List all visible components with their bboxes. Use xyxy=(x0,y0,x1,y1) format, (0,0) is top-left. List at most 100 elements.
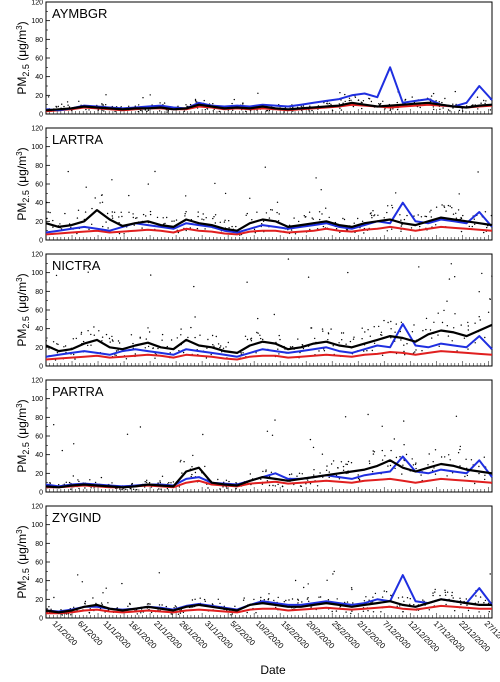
observed-point xyxy=(101,194,103,196)
observed-point xyxy=(120,106,122,108)
observed-point xyxy=(262,338,264,341)
observed-point xyxy=(328,216,330,219)
observed-point xyxy=(346,601,349,603)
observed-point xyxy=(135,217,137,219)
observed-point xyxy=(228,480,230,483)
observed-point xyxy=(242,103,244,105)
observed-point xyxy=(268,217,271,219)
observed-point xyxy=(265,469,267,471)
observed-point xyxy=(314,337,316,340)
observed-point xyxy=(399,605,401,607)
observed-point xyxy=(84,600,87,603)
observed-point xyxy=(391,204,393,207)
black-series-line xyxy=(45,101,493,112)
observed-point xyxy=(131,482,133,485)
observed-point xyxy=(474,482,476,485)
observed-point xyxy=(372,210,374,212)
observed-point xyxy=(328,476,330,479)
observed-point xyxy=(101,103,103,105)
observed-point xyxy=(316,485,319,487)
observed-point xyxy=(455,415,458,417)
y-tick-label: 100 xyxy=(31,522,43,529)
observed-point xyxy=(290,473,293,475)
red-series-line xyxy=(45,350,493,361)
y-tick-label: 60 xyxy=(35,182,43,189)
observed-point xyxy=(99,202,101,204)
observed-point xyxy=(114,110,116,113)
observed-point xyxy=(204,228,206,230)
observed-point xyxy=(88,228,90,230)
observed-point xyxy=(222,486,224,488)
observed-point xyxy=(330,463,333,465)
observed-point xyxy=(455,217,458,219)
observed-point xyxy=(196,227,199,230)
observed-point xyxy=(342,469,345,471)
observed-point xyxy=(478,611,480,613)
observed-point xyxy=(483,602,485,604)
observed-point xyxy=(157,347,159,350)
observed-point xyxy=(322,225,325,228)
observed-point xyxy=(321,453,324,455)
observed-point xyxy=(225,346,227,348)
observed-point xyxy=(213,345,215,347)
observed-point xyxy=(325,207,327,209)
observed-point xyxy=(118,232,121,235)
observed-point xyxy=(435,206,438,208)
observed-point xyxy=(158,488,160,490)
observed-point xyxy=(459,465,461,467)
observed-point xyxy=(432,106,434,108)
observed-point xyxy=(299,485,302,487)
observed-point xyxy=(451,340,453,342)
observed-point xyxy=(311,109,313,112)
observed-point xyxy=(377,214,379,216)
observed-point xyxy=(199,597,201,599)
observed-point xyxy=(411,458,413,460)
observed-point xyxy=(420,474,422,476)
observed-point xyxy=(148,331,151,333)
observed-point xyxy=(422,599,424,601)
y-tick-label: 40 xyxy=(35,578,43,585)
observed-point xyxy=(418,266,420,268)
observed-point xyxy=(250,337,253,339)
observed-point xyxy=(424,215,426,217)
observed-point xyxy=(381,425,383,427)
observed-point xyxy=(452,103,454,105)
observed-point xyxy=(45,340,47,342)
observed-point xyxy=(77,479,79,481)
observed-point xyxy=(59,223,61,225)
y-axis-label: PM2.5 (μg/m3) xyxy=(15,273,31,346)
observed-point xyxy=(403,344,405,346)
observed-point xyxy=(400,230,402,232)
observed-point xyxy=(484,599,487,602)
observed-point xyxy=(485,100,487,102)
observed-point xyxy=(68,481,71,484)
y-tick-label: 40 xyxy=(35,200,43,207)
observed-point xyxy=(381,354,384,356)
observed-point xyxy=(470,459,473,461)
y-tick-label: 80 xyxy=(35,415,43,422)
observed-point xyxy=(432,592,434,594)
observed-point xyxy=(264,166,266,168)
observed-point xyxy=(302,105,305,107)
observed-point xyxy=(161,604,163,606)
observed-point xyxy=(353,222,355,224)
observed-point xyxy=(412,464,415,466)
observed-point xyxy=(369,462,371,465)
observed-point xyxy=(409,598,411,600)
observed-point xyxy=(300,105,302,108)
observed-point xyxy=(357,474,359,476)
observed-point xyxy=(399,456,401,458)
y-tick-label: 40 xyxy=(35,452,43,459)
observed-point xyxy=(166,345,168,348)
observed-point xyxy=(387,321,389,324)
observed-point xyxy=(142,213,145,216)
observed-point xyxy=(313,469,315,471)
observed-point xyxy=(63,105,65,108)
observed-point xyxy=(484,474,486,476)
observed-point xyxy=(476,96,479,98)
observed-point xyxy=(350,462,353,464)
observed-point xyxy=(170,613,172,615)
observed-point xyxy=(478,316,480,318)
observed-point xyxy=(297,338,299,340)
y-tick-label: 0 xyxy=(39,238,43,245)
